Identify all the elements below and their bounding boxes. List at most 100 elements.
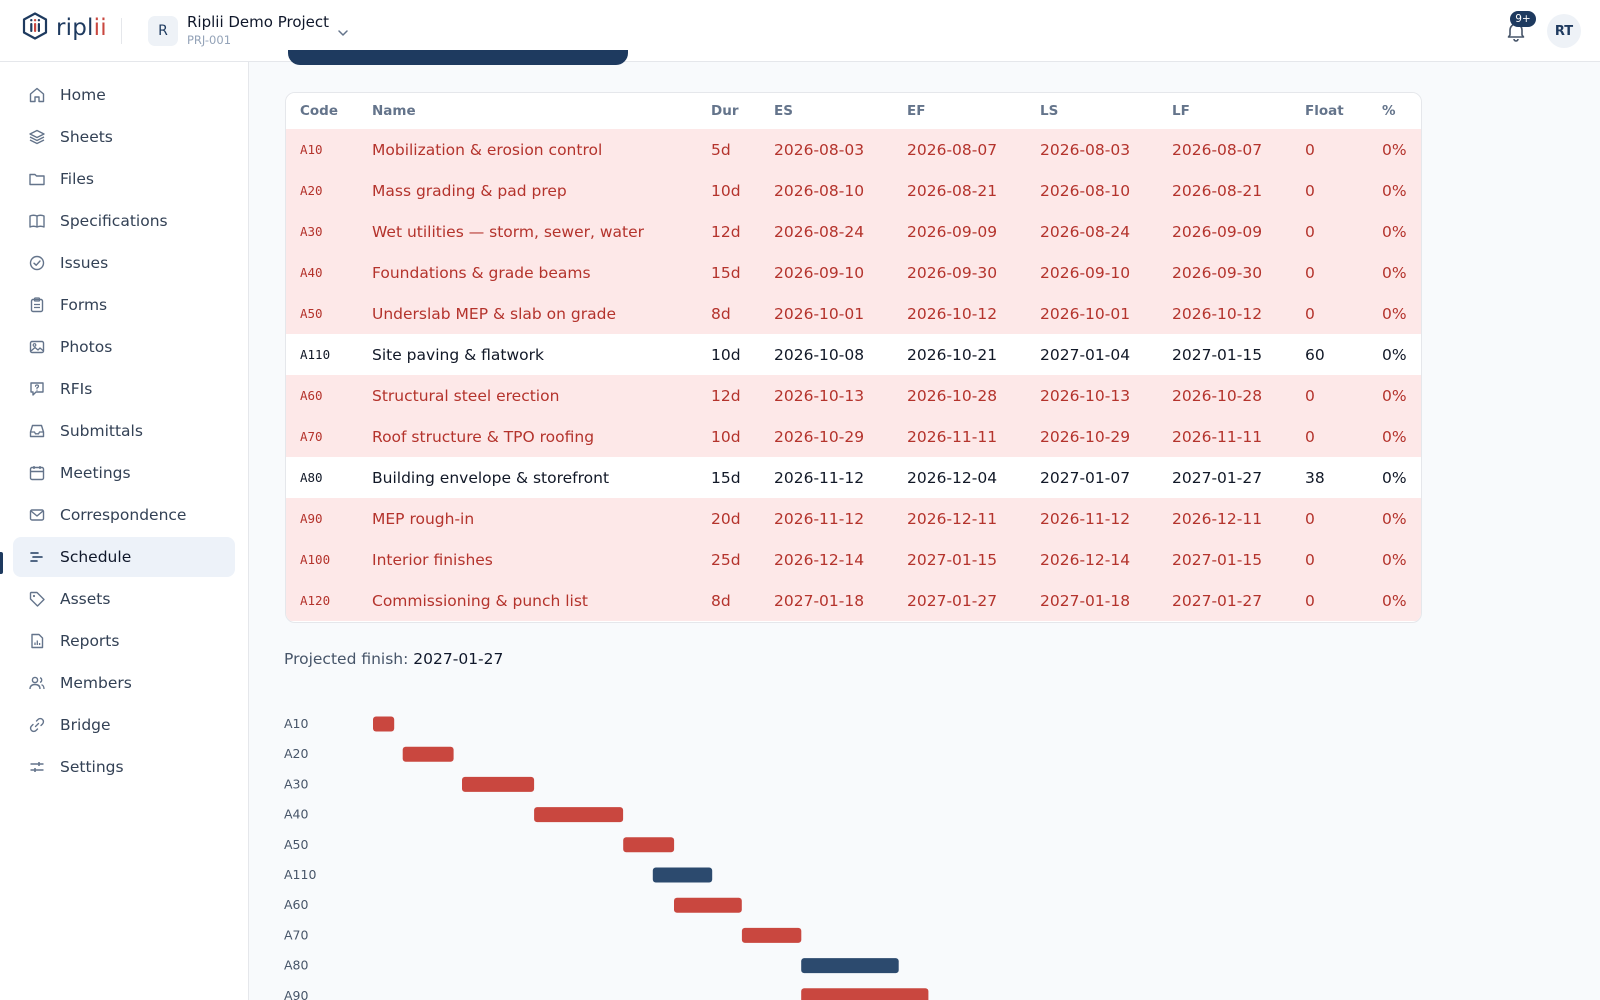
cell-name: Commissioning & punch list — [372, 591, 589, 610]
cell-es: 2026-08-10 — [774, 181, 865, 200]
sidebar-item-label: Submittals — [60, 422, 143, 440]
table-row[interactable]: A100 Interior finishes 25d 2026-12-14 2027-0… — [286, 539, 1421, 580]
cell-lf: 2026-10-28 — [1172, 386, 1263, 405]
gantt-bar[interactable] — [741, 927, 802, 943]
users-icon — [28, 674, 46, 692]
column-header-dur[interactable]: Dur — [711, 103, 739, 119]
gantt-bar[interactable] — [801, 988, 929, 1000]
gantt-bar[interactable] — [652, 867, 713, 883]
app-logo[interactable]: riplii — [22, 12, 107, 44]
sidebar-item-schedule[interactable]: Schedule — [13, 537, 235, 577]
cell-name: Structural steel erection — [372, 386, 560, 405]
column-header-name[interactable]: Name — [372, 103, 416, 119]
cell-ls: 2026-09-10 — [1040, 263, 1131, 282]
chevron-down-icon[interactable] — [336, 25, 350, 39]
sidebar-item-assets[interactable]: Assets — [13, 579, 235, 619]
cell-name: Foundations & grade beams — [372, 263, 591, 282]
question-message-icon — [28, 380, 46, 398]
user-avatar[interactable]: RT — [1547, 14, 1581, 48]
tag-icon — [28, 590, 46, 608]
gantt-label: A40 — [284, 807, 309, 822]
sidebar-item-members[interactable]: Members — [13, 663, 235, 703]
cell-es: 2026-09-10 — [774, 263, 865, 282]
sidebar-item-photos[interactable]: Photos — [13, 327, 235, 367]
column-header-ef[interactable]: EF — [907, 103, 926, 119]
projected-finish: Projected finish: 2027-01-27 — [284, 650, 503, 668]
cell-name: Roof structure & TPO roofing — [372, 427, 595, 446]
cell-name: Mass grading & pad prep — [372, 181, 567, 200]
column-header-code[interactable]: Code — [300, 103, 339, 119]
cell-ef: 2026-12-11 — [907, 509, 998, 528]
sidebar-item-home[interactable]: Home — [13, 75, 235, 115]
sidebar-item-bridge[interactable]: Bridge — [13, 705, 235, 745]
book-icon — [28, 212, 46, 230]
projected-finish-label: Projected finish: — [284, 650, 409, 668]
sidebar-item-reports[interactable]: Reports — [13, 621, 235, 661]
sidebar-item-sheets[interactable]: Sheets — [13, 117, 235, 157]
cell-float: 0 — [1305, 591, 1315, 610]
cell-pct: 0% — [1382, 468, 1407, 487]
sidebar-item-submittals[interactable]: Submittals — [13, 411, 235, 451]
gantt-bar[interactable] — [402, 746, 454, 762]
column-header-float[interactable]: Float — [1305, 103, 1344, 119]
calendar-icon — [28, 464, 46, 482]
cell-ef: 2026-10-28 — [907, 386, 998, 405]
gantt-bar[interactable] — [674, 897, 742, 913]
gantt-bar[interactable] — [801, 958, 899, 974]
table-row[interactable]: A50 Underslab MEP & slab on grade 8d 2026-1… — [286, 293, 1421, 334]
column-header-ls[interactable]: LS — [1040, 103, 1059, 119]
sidebar-item-correspondence[interactable]: Correspondence — [13, 495, 235, 535]
folder-icon — [28, 170, 46, 188]
table-row[interactable]: A10 Mobilization & erosion control 5d 2026-… — [286, 129, 1421, 170]
cell-lf: 2026-12-11 — [1172, 509, 1263, 528]
table-row[interactable]: A60 Structural steel erection 12d 2026-10-1… — [286, 375, 1421, 416]
gantt-bar[interactable] — [373, 716, 395, 732]
project-avatar[interactable]: R — [148, 16, 178, 46]
table-row[interactable]: A20 Mass grading & pad prep 10d 2026-08-10 2… — [286, 170, 1421, 211]
cell-code: A10 — [300, 142, 323, 157]
sidebar-item-settings[interactable]: Settings — [13, 747, 235, 787]
sidebar-item-specifications[interactable]: Specifications — [13, 201, 235, 241]
column-header-percent[interactable]: % — [1382, 103, 1396, 119]
column-header-es[interactable]: ES — [774, 103, 793, 119]
gantt-label: A60 — [284, 897, 309, 912]
cell-float: 0 — [1305, 550, 1315, 569]
cell-float: 0 — [1305, 427, 1315, 446]
table-row[interactable]: A110 Site paving & flatwork 10d 2026-10-08 2… — [286, 334, 1421, 375]
cell-ef: 2027-01-15 — [907, 550, 998, 569]
cell-lf: 2027-01-27 — [1172, 591, 1263, 610]
sidebar-item-issues[interactable]: Issues — [13, 243, 235, 283]
cell-ls: 2026-10-13 — [1040, 386, 1131, 405]
cell-dur: 12d — [711, 386, 741, 405]
clipboard-icon — [28, 296, 46, 314]
cell-ls: 2026-12-14 — [1040, 550, 1131, 569]
sidebar-item-label: Schedule — [60, 548, 132, 566]
sidebar-item-forms[interactable]: Forms — [13, 285, 235, 325]
cell-lf: 2026-08-21 — [1172, 181, 1263, 200]
table-row[interactable]: A70 Roof structure & TPO roofing 10d 2026-1… — [286, 416, 1421, 457]
gantt-bar[interactable] — [462, 776, 535, 792]
cell-lf: 2026-08-07 — [1172, 140, 1263, 159]
table-row[interactable]: A80 Building envelope & storefront 15d 2026… — [286, 457, 1421, 498]
cell-code: A100 — [300, 552, 331, 567]
cell-ls: 2026-08-10 — [1040, 181, 1131, 200]
table-row[interactable]: A30 Wet utilities — storm, sewer, water 12… — [286, 211, 1421, 252]
sidebar-item-files[interactable]: Files — [13, 159, 235, 199]
table-row[interactable]: A120 Commissioning & punch list 8d 2027-01-… — [286, 580, 1421, 621]
sidebar-item-rfis[interactable]: RFIs — [13, 369, 235, 409]
cell-name: MEP rough-in — [372, 509, 475, 528]
primary-action-button[interactable] — [288, 50, 628, 65]
table-row[interactable]: A40 Foundations & grade beams 15d 2026-09-1… — [286, 252, 1421, 293]
report-icon — [28, 632, 46, 650]
sidebar-item-meetings[interactable]: Meetings — [13, 453, 235, 493]
gantt-bar[interactable] — [534, 807, 624, 823]
project-name[interactable]: Riplii Demo Project — [187, 13, 330, 31]
cell-lf: 2026-09-09 — [1172, 222, 1263, 241]
cell-dur: 10d — [711, 181, 741, 200]
cell-pct: 0% — [1382, 140, 1407, 159]
column-header-lf[interactable]: LF — [1172, 103, 1190, 119]
cell-pct: 0% — [1382, 591, 1407, 610]
gantt-bar[interactable] — [623, 837, 675, 853]
schedule-table: Code Name Dur ES EF LS LF Float % A10 Mob… — [285, 92, 1422, 623]
table-row[interactable]: A90 MEP rough-in 20d 2026-11-12 2026-12-11 20… — [286, 498, 1421, 539]
